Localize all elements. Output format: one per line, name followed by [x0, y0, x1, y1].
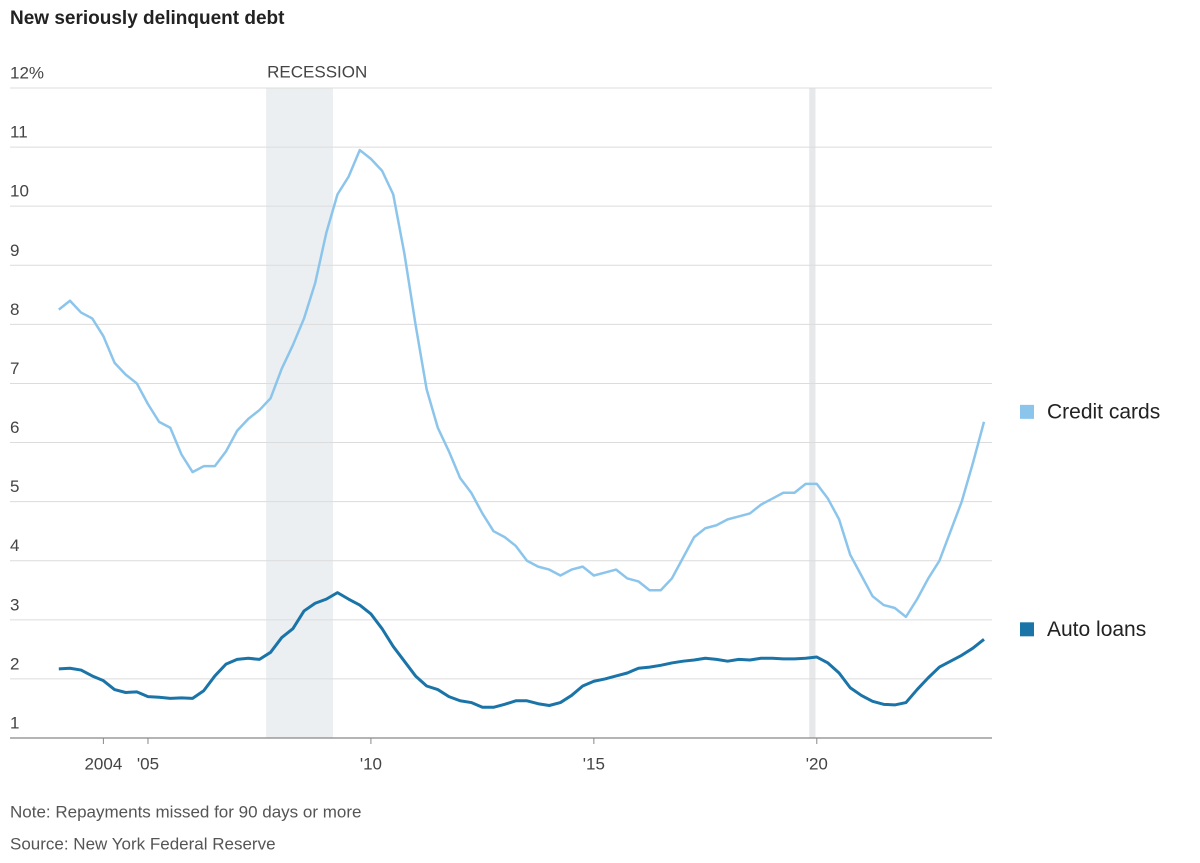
- recession-band: [266, 88, 334, 738]
- y-tick-label: 3: [10, 595, 19, 614]
- y-tick-label: 2: [10, 654, 19, 673]
- y-tick-label: 6: [10, 418, 19, 437]
- x-tick-label: '15: [583, 754, 605, 773]
- legend-label: Auto loans: [1047, 618, 1146, 641]
- lines-layer: Credit cards Auto loans: [58, 148, 1160, 709]
- shading-layer: RECESSION: [266, 62, 816, 738]
- y-tick-label: 4: [10, 536, 19, 555]
- series-line: [58, 148, 986, 619]
- legend-swatch: [1020, 622, 1034, 637]
- x-tick-label: '05: [137, 754, 159, 773]
- y-tick-label: 12%: [10, 63, 44, 82]
- recession-band: [809, 88, 816, 738]
- source: Source: New York Federal Reserve: [10, 834, 276, 853]
- chart-title: New seriously delinquent debt: [10, 8, 285, 29]
- y-tick-label: 10: [10, 182, 29, 201]
- y-tick-label: 9: [10, 241, 19, 260]
- legend-label: Credit cards: [1047, 400, 1160, 423]
- y-tick-label: 1: [10, 713, 19, 732]
- recession-label: RECESSION: [267, 62, 367, 81]
- y-tick-label: 5: [10, 477, 19, 496]
- x-tick-label: 2004: [84, 754, 122, 773]
- y-tick-label: 7: [10, 359, 19, 378]
- x-tick-label: '10: [360, 754, 382, 773]
- grid-layer: 1 2 3 4 5 6 7 8 9 10 11 12% 2004 '05 '10 '15 '20: [10, 63, 992, 773]
- x-tick-label: '20: [806, 754, 828, 773]
- y-tick-label: 8: [10, 300, 19, 319]
- note: Note: Repayments missed for 90 days or m…: [10, 802, 361, 821]
- legend-swatch: [1020, 404, 1034, 419]
- y-tick-label: 11: [10, 123, 28, 142]
- series-line: [58, 591, 985, 709]
